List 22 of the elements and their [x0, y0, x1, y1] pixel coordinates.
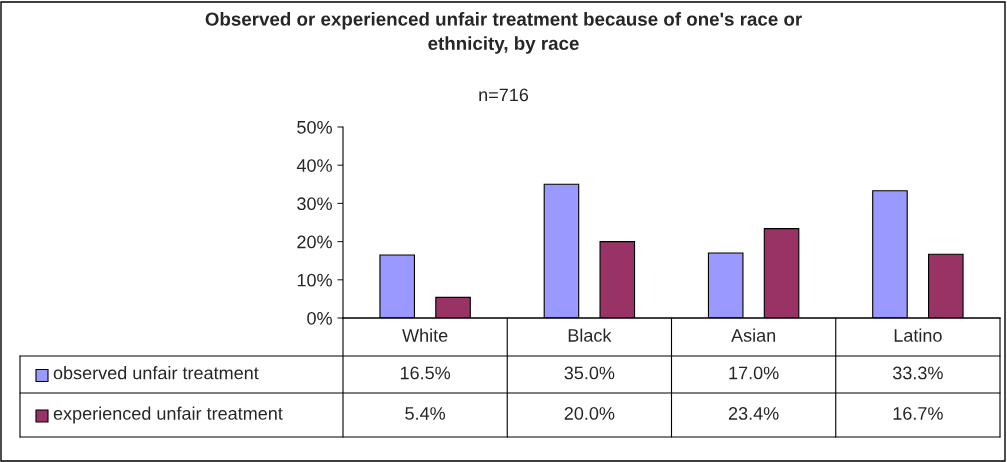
x-tick-label: Asian	[731, 328, 776, 342]
chart-subtitle: n=716	[479, 88, 529, 102]
x-tick-label: White	[402, 328, 448, 342]
data-label: 17.0%	[729, 366, 779, 380]
y-tick-label: 20%	[297, 235, 332, 249]
y-tick-label: 0%	[307, 311, 332, 325]
x-tick-label: Latino	[894, 328, 942, 342]
y-tick-label: 40%	[296, 159, 332, 172]
legend-label: experienced unfair treatment	[53, 406, 283, 424]
y-tick-label: 50%	[297, 120, 332, 134]
data-label: 5.4%	[405, 407, 446, 420]
y-tick-label: 30%	[297, 197, 332, 211]
data-label: 23.4%	[728, 407, 779, 420]
data-label: 16.7%	[893, 407, 943, 420]
chart-title: Observed or experienced unfair treatment because of one's race or ethnicity, by race	[205, 12, 802, 54]
data-label: 35.0%	[564, 366, 615, 380]
y-tick-label: 10%	[297, 273, 332, 287]
x-tick-label: Black	[568, 328, 612, 342]
data-label: 33.3%	[892, 366, 943, 380]
legend-label: observed unfair treatment	[53, 366, 259, 380]
data-label: 20.0%	[564, 407, 615, 420]
data-label: 16.5%	[400, 366, 451, 380]
